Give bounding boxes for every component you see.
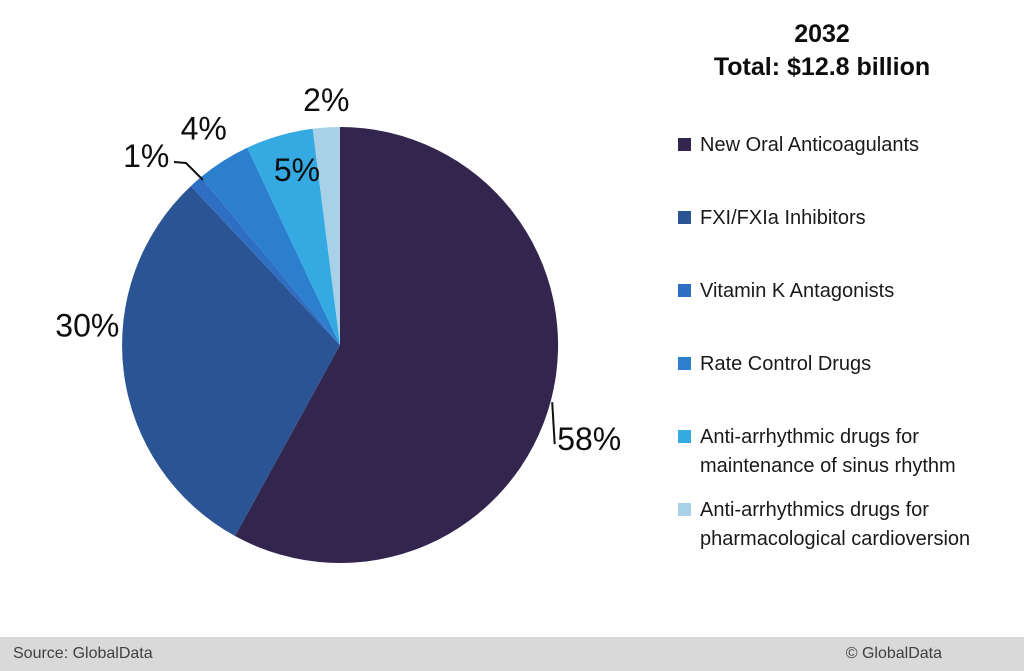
pie-label-58pct: 58% xyxy=(557,421,621,457)
pie-slice-vitamin-k-antagonists xyxy=(190,177,340,345)
legend-item: FXI/FXIa Inhibitors xyxy=(678,204,1008,233)
legend-item: Anti-arrhythmic drugs for maintenance of… xyxy=(678,423,1008,481)
pie-slice-rate-control-drugs xyxy=(201,147,340,345)
pie-slice-fxi-fxia-inhibitors xyxy=(122,186,341,536)
chart-title-year: 2032 xyxy=(794,20,850,48)
legend-item: Anti-arrhythmics drugs for pharmacologic… xyxy=(678,496,1008,554)
legend-item: New Oral Anticoagulants xyxy=(678,131,1008,160)
legend-item: Vitamin K Antagonists xyxy=(678,277,1008,306)
pie-slice-anti-arrhythmics-drugs-for-pharmacological-cardioversion xyxy=(312,126,340,345)
chart-title-total: Total: $12.8 billion xyxy=(713,53,931,81)
legend-swatch-icon xyxy=(678,430,691,443)
legend-swatch-icon xyxy=(678,284,691,297)
legend-item-label: Anti-arrhythmics drugs for pharmacologic… xyxy=(700,499,971,550)
leader-line xyxy=(551,402,556,445)
legend-item-label: Rate Control Drugs xyxy=(700,353,872,375)
copyright-label: © GlobalData xyxy=(845,645,942,662)
pie-slice-anti-arrhythmic-drugs-for-maintenance-of-sinus-rhythm xyxy=(247,128,340,345)
legend-swatch-icon xyxy=(678,503,691,516)
pie-label-5pct: 5% xyxy=(274,152,320,188)
pie-label-2pct: 2% xyxy=(303,82,349,118)
source-label: Source: GlobalData xyxy=(13,645,153,662)
legend-swatch-icon xyxy=(678,357,691,370)
legend-item-label: FXI/FXIa Inhibitors xyxy=(700,207,866,229)
leader-line xyxy=(173,161,204,181)
pie-label-4pct: 4% xyxy=(181,110,227,146)
legend-swatch-icon xyxy=(678,138,691,151)
chart-title: 2032 Total: $12.8 billion xyxy=(620,18,1024,84)
pie-label-1pct: 1% xyxy=(123,138,169,174)
legend-item-label: Vitamin K Antagonists xyxy=(700,280,895,302)
legend-item: Rate Control Drugs xyxy=(678,350,1008,379)
pie-label-30pct: 30% xyxy=(55,307,119,343)
legend: New Oral Anticoagulants FXI/FXIa Inhibito… xyxy=(678,131,1008,554)
legend-item-label: New Oral Anticoagulants xyxy=(700,134,920,156)
legend-item-label: Anti-arrhythmic drugs for maintenance of… xyxy=(700,426,956,477)
pie-slice-new-oral-anticoagulants xyxy=(235,126,559,563)
legend-swatch-icon xyxy=(678,211,691,224)
footer-bar: Source: GlobalData © GlobalData xyxy=(0,637,1024,671)
